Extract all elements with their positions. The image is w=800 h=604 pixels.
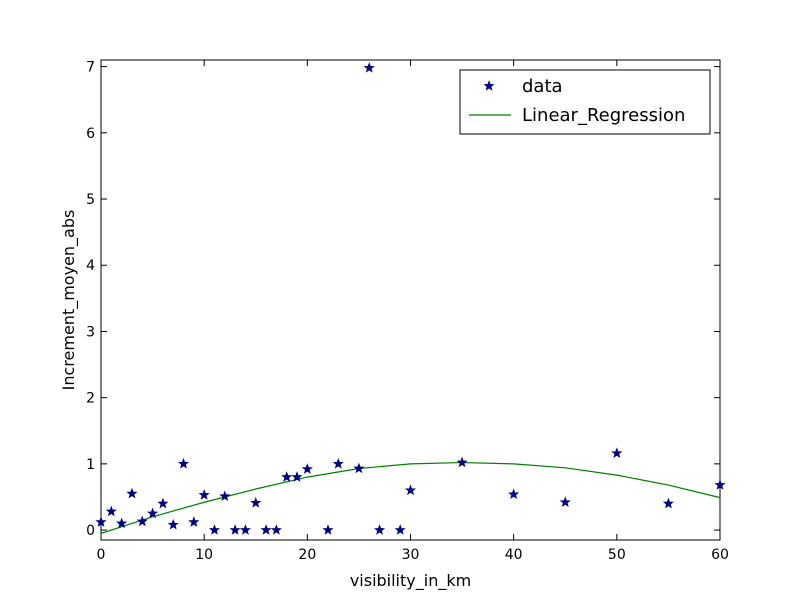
series-layer: [95, 62, 726, 535]
data-point-star: [239, 524, 252, 535]
legend-star-marker: [483, 80, 495, 91]
data-point-star: [363, 62, 375, 73]
data-point-star: [208, 524, 221, 535]
legend: data Linear_Regression: [459, 69, 711, 135]
regression-line: [100, 461, 721, 534]
x-tick-label: 30: [402, 547, 420, 563]
x-tick-label: 40: [505, 547, 523, 563]
plot-area: 0 10 20 30 40 50 60 0 1 2 3 4 5 6 7: [86, 59, 729, 563]
data-point-star: [219, 490, 231, 502]
data-point-star: [662, 497, 674, 509]
data-point-star: [157, 497, 169, 509]
data-point-star: [147, 507, 159, 519]
data-point-star: [270, 524, 282, 535]
y-tick-label: 4: [86, 258, 95, 274]
data-point-star: [456, 456, 468, 468]
data-point-star: [136, 515, 148, 527]
data-point-star: [332, 458, 344, 469]
data-point-star: [281, 471, 293, 482]
data-point-star: [373, 524, 386, 535]
y-tick-label: 1: [86, 457, 95, 473]
x-axis-label: visibility_in_km: [350, 571, 471, 591]
x-tick-label: 20: [298, 547, 316, 563]
legend-items: data Linear_Regression: [469, 76, 685, 126]
x-tick-label: 60: [711, 547, 729, 563]
data-point-star: [188, 516, 200, 527]
legend-label: Linear_Regression: [522, 105, 685, 126]
legend-label: data: [522, 76, 563, 97]
data-point-star: [559, 496, 571, 508]
data-point-star: [291, 471, 303, 482]
data-point-star: [95, 516, 107, 527]
data-point-star: [611, 447, 623, 459]
y-tick-label: 3: [86, 324, 95, 340]
data-point-star: [714, 479, 726, 490]
legend-box: [459, 69, 711, 135]
data-point-star: [322, 524, 334, 535]
x-tick-label: 0: [97, 547, 106, 563]
data-point-star: [116, 517, 128, 529]
data-point-star: [229, 524, 241, 535]
data-point-star: [508, 488, 520, 500]
data-point-star: [177, 458, 190, 469]
y-tick-label: 2: [86, 391, 95, 407]
data-point-star: [198, 489, 210, 500]
plot-frame: [100, 59, 721, 541]
y-tick-label: 5: [86, 192, 95, 208]
data-point-star: [105, 505, 117, 517]
data-point-star: [353, 462, 365, 474]
data-point-star: [301, 463, 313, 474]
data-point-star: [260, 524, 272, 535]
data-point-star: [250, 497, 262, 508]
y-tick-label: 7: [86, 60, 95, 76]
data-point-star: [394, 524, 406, 535]
data-point-star: [404, 484, 417, 496]
ticks-layer: 0 10 20 30 40 50 60 0 1 2 3 4 5 6 7: [86, 60, 729, 563]
y-tick-label: 0: [86, 523, 95, 539]
data-point-star: [167, 518, 179, 530]
y-axis-label: Increment_moyen_abs: [59, 210, 79, 391]
x-tick-label: 10: [195, 547, 213, 563]
y-tick-label: 6: [86, 126, 95, 142]
data-point-star: [126, 487, 138, 499]
x-tick-label: 50: [608, 547, 626, 563]
